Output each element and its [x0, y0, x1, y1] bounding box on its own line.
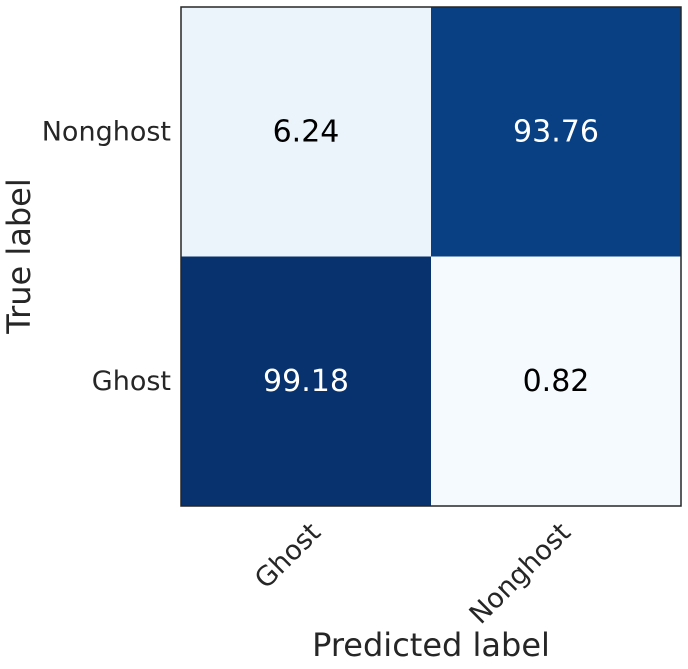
cell-value-label: 93.76 — [513, 114, 599, 149]
heatmap-cell-nonghost-ghost — [181, 7, 431, 257]
plot-frame — [180, 6, 682, 507]
heatmap-cell-ghost-ghost — [181, 256, 431, 506]
heatmap-cell-nonghost-nonghost — [431, 7, 681, 257]
x-tick-label: Ghost — [249, 517, 327, 595]
heatmap-cell-labels: 6.24 93.76 99.18 0.82 — [263, 114, 599, 399]
x-tick-label: Nonghost — [464, 517, 577, 630]
x-axis-label: Predicted label — [312, 626, 550, 664]
y-axis-label: True label — [0, 178, 38, 335]
heatmap-cell-ghost-nonghost — [431, 256, 681, 506]
cell-value-label: 6.24 — [273, 114, 340, 149]
y-tick-label: Nonghost — [42, 116, 171, 147]
x-tick-labels: Ghost Nonghost — [249, 517, 577, 630]
heatmap-cells — [181, 7, 681, 506]
cell-value-label: 99.18 — [263, 364, 349, 399]
y-tick-labels: Nonghost Ghost — [42, 116, 171, 397]
y-tick-label: Ghost — [92, 366, 171, 397]
cell-value-label: 0.82 — [523, 364, 590, 399]
